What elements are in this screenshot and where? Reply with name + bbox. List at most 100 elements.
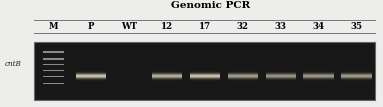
Bar [228,78,258,79]
Bar [152,77,182,78]
Text: 33: 33 [275,22,286,31]
Bar [228,80,258,82]
Bar [190,77,220,78]
Bar [341,70,372,71]
Bar [43,70,64,71]
Bar [265,80,296,82]
Bar [152,74,182,75]
Bar [303,78,334,79]
Text: 32: 32 [237,22,249,31]
Bar [152,79,182,80]
Bar [303,70,334,71]
Bar [152,72,182,73]
Bar [76,78,106,79]
Bar [228,80,258,81]
Bar [76,76,106,77]
Bar [76,80,106,81]
Bar [303,71,334,72]
Bar [341,75,372,76]
Bar [43,58,64,60]
Bar [303,73,334,74]
Bar [76,74,106,75]
Text: 12: 12 [161,22,173,31]
Text: M: M [49,22,58,31]
Bar [303,72,334,73]
Bar [228,71,258,72]
Bar [341,80,372,81]
Bar [341,80,372,82]
Bar [76,77,106,78]
Bar [190,80,220,82]
Bar [43,83,64,84]
Text: 35: 35 [350,22,362,31]
Bar [76,72,106,73]
Text: 34: 34 [313,22,324,31]
Bar [76,73,106,74]
Bar [228,72,258,73]
Bar [190,79,220,80]
Bar [228,77,258,78]
Bar [341,79,372,80]
Bar [190,78,220,79]
Bar [190,75,220,76]
Bar [341,78,372,79]
Bar [76,71,106,72]
Text: P: P [88,22,95,31]
Bar [190,70,220,71]
Text: cntB: cntB [5,60,21,68]
Bar [190,71,220,72]
Bar [265,73,296,74]
Bar [265,72,296,73]
Bar [265,70,296,71]
Bar [303,76,334,77]
Bar [341,73,372,74]
Bar [303,75,334,76]
Bar [265,77,296,78]
Bar [152,78,182,79]
Bar [190,80,220,81]
Bar [43,51,64,53]
Bar [265,79,296,80]
Bar [303,79,334,80]
Bar [152,71,182,72]
Bar [43,76,64,77]
Bar [190,73,220,74]
Text: 17: 17 [199,22,211,31]
Bar [265,80,296,81]
Bar [303,80,334,81]
Bar [190,76,220,77]
Bar [341,71,372,72]
Bar [228,74,258,75]
Bar [265,71,296,72]
Bar [43,64,64,65]
Bar [228,79,258,80]
Bar [265,75,296,76]
Bar [341,76,372,77]
Bar [76,70,106,71]
Bar [76,79,106,80]
Text: WT: WT [121,22,137,31]
Bar [303,77,334,78]
Bar [190,74,220,75]
Bar [341,74,372,75]
Bar [190,72,220,73]
Bar [152,73,182,74]
Bar [152,75,182,76]
Bar [152,70,182,71]
Bar [228,73,258,74]
Bar [34,42,375,100]
Bar [228,70,258,71]
Bar [341,72,372,73]
Bar [265,74,296,75]
Bar [152,76,182,77]
Text: Genomic PCR: Genomic PCR [171,1,250,10]
Bar [152,80,182,81]
Bar [152,80,182,82]
Bar [228,75,258,76]
Bar [228,76,258,77]
Bar [303,80,334,82]
Bar [341,77,372,78]
Bar [265,76,296,77]
Bar [303,74,334,75]
Bar [76,75,106,76]
